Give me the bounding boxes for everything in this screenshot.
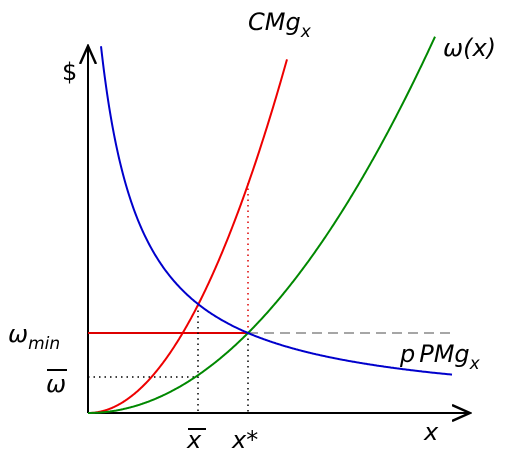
label-main: ω: [8, 320, 28, 348]
marginal-cost-curve: [88, 59, 288, 414]
x-star-label: x*: [231, 426, 258, 452]
w-min-label: ωmin: [8, 320, 60, 354]
label-main: PMg: [419, 340, 469, 368]
marginal-product-label: p PMgx: [399, 340, 481, 374]
w-bar-label: ω: [46, 370, 66, 398]
marginal-cost-label: CMgx: [248, 8, 312, 42]
label-main: CMg: [248, 8, 301, 36]
x-axis-label: x: [423, 418, 439, 446]
wage-curve: [88, 36, 436, 414]
marginal-product-curve: [100, 46, 453, 376]
wage-label: ω(x): [443, 34, 496, 62]
x-bar-label: x: [186, 426, 202, 452]
label-pre: p: [399, 340, 415, 368]
label-sub: x: [469, 354, 481, 374]
y-axis-label: $: [62, 58, 77, 86]
label-sub: x: [300, 22, 312, 42]
label-sub: min: [28, 334, 60, 354]
